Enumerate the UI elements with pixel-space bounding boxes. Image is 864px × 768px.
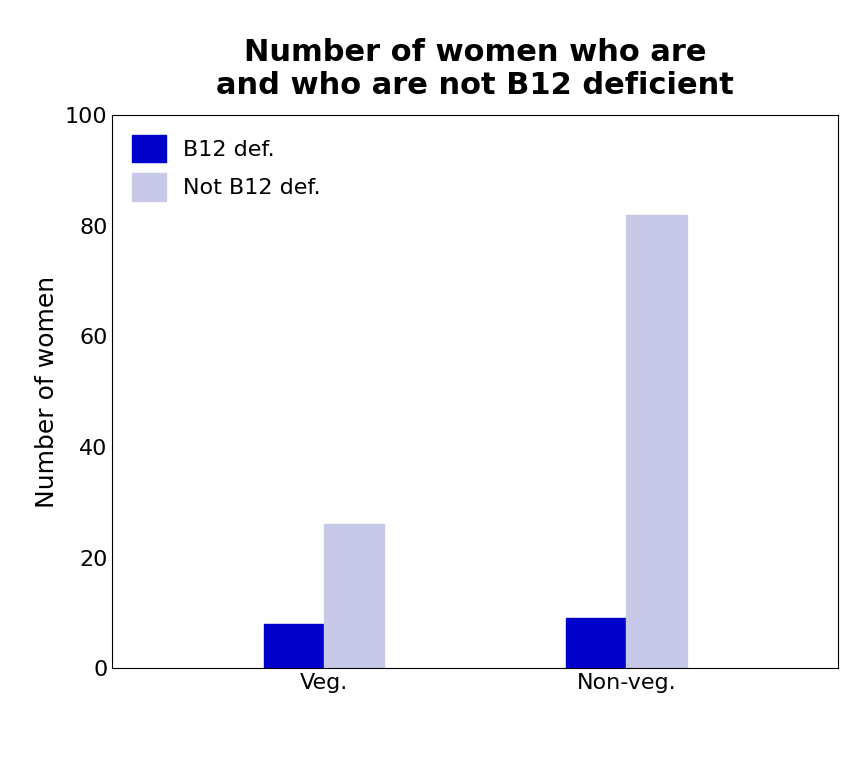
Bar bbox=[324, 525, 384, 668]
Bar bbox=[626, 215, 687, 668]
Y-axis label: Number of women: Number of women bbox=[35, 276, 60, 508]
Legend: B12 def., Not B12 def.: B12 def., Not B12 def. bbox=[124, 126, 330, 210]
Title: Number of women who are
and who are not B12 deficient: Number of women who are and who are not … bbox=[216, 38, 734, 101]
Bar bbox=[566, 618, 626, 668]
Bar bbox=[264, 624, 324, 668]
